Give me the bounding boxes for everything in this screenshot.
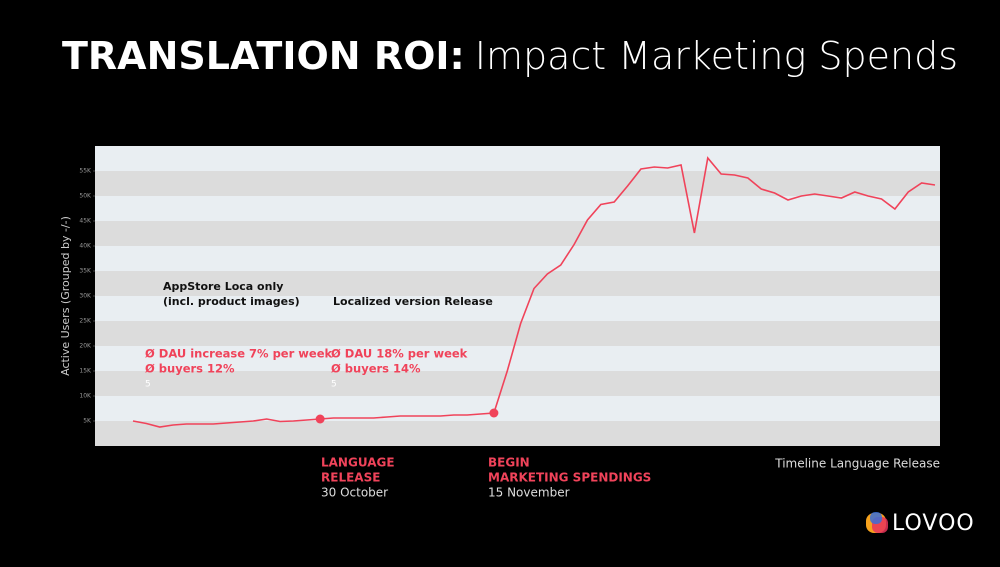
x-axis-label: Timeline Language Release — [774, 457, 940, 471]
band — [95, 271, 940, 296]
series-line — [132, 156, 936, 428]
annotation-text: (incl. product images) — [163, 295, 300, 308]
y-tick-label: 55K — [79, 168, 92, 175]
y-tick-label: 50K — [79, 193, 92, 200]
annotation-stat: Ø DAU 18% per week — [331, 347, 468, 361]
event-label: RELEASE — [321, 471, 380, 485]
annotation-text: AppStore Loca only — [163, 280, 283, 293]
event-date: 15 November — [488, 486, 570, 500]
band — [95, 421, 940, 446]
y-tick-label: 40K — [79, 243, 92, 250]
title-bold: TRANSLATION ROI: — [62, 34, 465, 78]
y-tick-label: 5K — [83, 418, 92, 425]
title-rest: Impact Marketing Spends — [475, 34, 958, 78]
annotation-note: 5 — [145, 380, 151, 390]
y-tick-label: 45K — [79, 218, 92, 225]
logo: LOVOO — [866, 511, 975, 536]
y-tick-label: 25K — [79, 318, 92, 325]
event-label: LANGUAGE — [321, 456, 395, 470]
annotation-stat: Ø DAU increase 7% per week — [145, 347, 332, 361]
y-tick-label: 10K — [79, 393, 92, 400]
y-axis-label: Active Users (Grouped by -/-) — [59, 216, 72, 376]
annotation-stat: Ø buyers 12% — [145, 362, 235, 376]
title: TRANSLATION ROI: Impact Marketing Spends — [62, 34, 958, 78]
event-marker — [315, 414, 325, 424]
band — [95, 221, 940, 246]
y-tick-label: 30K — [79, 293, 92, 300]
event-label: BEGIN — [488, 456, 530, 470]
annotation-note: 5 — [331, 380, 337, 390]
event-label: MARKETING SPENDINGS — [488, 471, 651, 485]
event-marker — [489, 408, 499, 418]
y-tick-label: 20K — [79, 343, 92, 350]
annotation-stat: Ø buyers 14% — [331, 362, 421, 376]
logo-icon — [870, 512, 882, 524]
annotation-text: Localized version Release — [333, 295, 493, 308]
event-date: 30 October — [321, 486, 388, 500]
y-tick-label: 15K — [79, 368, 92, 375]
band — [95, 171, 940, 196]
logo-text: LOVOO — [892, 511, 975, 536]
band — [95, 371, 940, 396]
y-tick-label: 35K — [79, 268, 92, 275]
